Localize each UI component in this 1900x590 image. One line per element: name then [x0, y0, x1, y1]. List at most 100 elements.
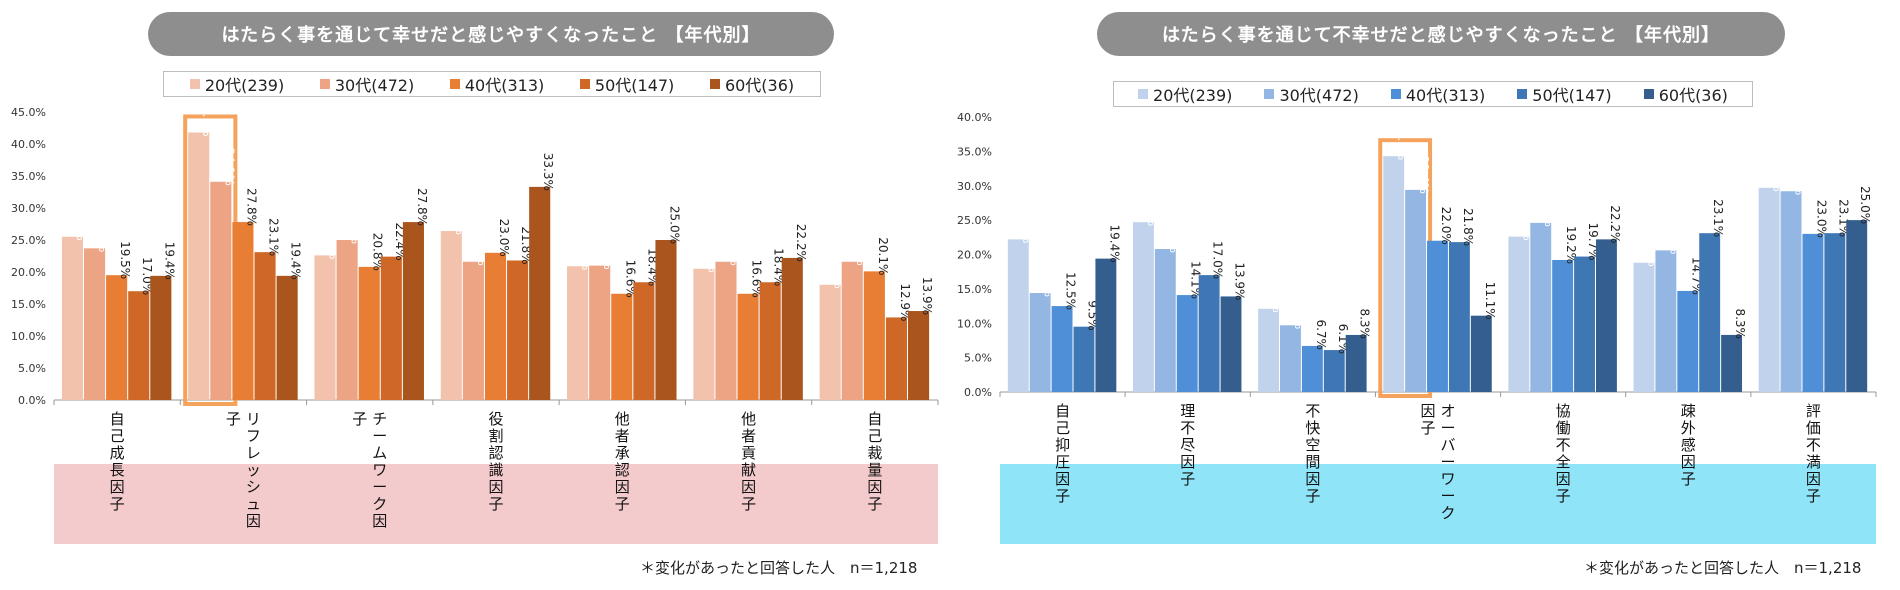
- bar: [1280, 325, 1301, 392]
- bar: [1721, 334, 1743, 392]
- bar: [1095, 258, 1117, 392]
- legend-label: 40代(313): [1405, 86, 1486, 105]
- data-label: 23.1%: [267, 218, 281, 256]
- bar: [1073, 326, 1095, 392]
- bar: [1345, 334, 1367, 392]
- data-label: 25.0%: [1858, 186, 1872, 224]
- bar: [819, 284, 841, 400]
- data-label: 22.2%: [1020, 205, 1034, 243]
- legend-item-60s: 60代(36): [1643, 82, 1728, 106]
- legend-swatch: [1390, 89, 1401, 99]
- bar: [83, 248, 106, 400]
- data-label: 20.9%: [579, 232, 593, 270]
- data-label: 21.8%: [1461, 208, 1475, 246]
- legend-swatch: [189, 79, 200, 89]
- data-label: 19.2%: [1564, 226, 1578, 264]
- category-label: 不快空間因子: [1305, 402, 1320, 505]
- bar: [1552, 260, 1574, 392]
- legend-swatch: [1264, 89, 1275, 99]
- data-label: 13.9%: [1233, 262, 1247, 300]
- category-label: 自己抑圧因子: [1055, 402, 1070, 505]
- data-label: 12.5%: [1064, 272, 1078, 310]
- bar: [1633, 262, 1655, 392]
- bar: [737, 293, 759, 400]
- y-tick-label: 15.0%: [11, 298, 46, 311]
- legend-label: 40代(313): [464, 76, 545, 95]
- bar: [1405, 189, 1427, 392]
- data-label: 34.3%: [1395, 122, 1409, 160]
- data-label: 9.7%: [1292, 299, 1306, 330]
- y-tick-label: 40.0%: [11, 138, 46, 151]
- chart-legend: 20代(239) 30代(472) 40代(313) 50代(147) 60代(…: [1113, 81, 1753, 107]
- data-label: 29.2%: [1793, 157, 1807, 195]
- bar: [655, 240, 677, 400]
- data-label: 22.2%: [794, 224, 808, 262]
- data-label: 12.1%: [1270, 275, 1284, 313]
- bar: [841, 261, 863, 400]
- bar: [276, 275, 298, 400]
- bar: [1758, 187, 1780, 392]
- category-label: 協働不全因子: [1556, 402, 1571, 505]
- bar: [254, 252, 276, 400]
- legend-swatch: [319, 79, 330, 89]
- y-tick-label: 10.0%: [11, 330, 46, 343]
- category-label: 評価不満因子: [1806, 402, 1821, 505]
- legend-item-20s: 20代(239): [1138, 82, 1232, 106]
- bar: [1780, 191, 1802, 392]
- data-label: 21.6%: [727, 228, 741, 266]
- category-label: リフレッシュ因子: [226, 410, 261, 530]
- bar: [1154, 249, 1176, 392]
- data-label: 26.4%: [453, 197, 467, 235]
- data-label: 6.7%: [1314, 319, 1328, 350]
- data-label: 25.0%: [667, 206, 681, 244]
- bar: [781, 257, 803, 400]
- legend-item-50s: 50代(147): [1517, 82, 1612, 106]
- data-label: 19.4%: [1107, 225, 1121, 263]
- bar: [106, 275, 128, 400]
- legend-swatch: [1138, 89, 1149, 99]
- y-tick-label: 5.0%: [18, 362, 46, 375]
- bar: [61, 236, 83, 400]
- data-label: 23.0%: [497, 219, 511, 257]
- bar: [863, 271, 885, 400]
- bar: [529, 186, 551, 400]
- bar: [402, 222, 424, 400]
- data-label: 19.4%: [289, 242, 303, 280]
- data-label: 8.3%: [1358, 308, 1372, 339]
- category-label: 自己裁量因子: [867, 410, 882, 513]
- legend-label: 60代(36): [724, 76, 795, 95]
- data-label: 33.3%: [541, 153, 555, 191]
- data-label: 29.7%: [1771, 154, 1785, 192]
- legend-item-20s: 20代(239): [189, 72, 284, 96]
- data-label: 41.8%: [200, 98, 214, 136]
- bar: [1301, 345, 1323, 392]
- y-tick-label: 45.0%: [11, 106, 46, 119]
- bar: [1846, 220, 1868, 392]
- data-label: 19.5%: [118, 241, 132, 279]
- chart-title: はたらく事を通じて不幸せだと感じやすくなったこと 【年代別】: [1097, 12, 1785, 56]
- y-tick-label: 35.0%: [957, 145, 992, 158]
- happy-chart-panel: はたらく事を通じて幸せだと感じやすくなったこと 【年代別】 20代(239) 3…: [11, 12, 939, 577]
- data-label: 25.0%: [349, 206, 363, 244]
- category-label: 疎外感因子: [1681, 402, 1696, 488]
- category-label: チームワーク因子: [352, 410, 387, 530]
- data-label: 22.2%: [1608, 205, 1622, 243]
- data-label: 27.8%: [244, 188, 258, 226]
- bar: [589, 265, 611, 400]
- y-tick-label: 15.0%: [957, 283, 992, 296]
- y-tick-label: 0.0%: [964, 386, 992, 399]
- bar: [1595, 239, 1617, 392]
- chart-title: はたらく事を通じて幸せだと感じやすくなったこと 【年代別】: [148, 12, 834, 56]
- bar-chart: 0.0% 5.0% 10.0% 15.0% 20.0% 25.0% 30.0% 35.0% 40…: [957, 111, 1877, 522]
- bar: [462, 261, 484, 400]
- y-tick-label: 0.0%: [18, 394, 46, 407]
- bar: [507, 260, 529, 400]
- data-label: 17.0%: [1211, 241, 1225, 279]
- data-label: 21.6%: [854, 228, 868, 266]
- bar: [1323, 350, 1345, 392]
- legend-label: 50代(147): [1532, 86, 1612, 105]
- data-label: 24.6%: [1542, 189, 1556, 227]
- data-label: 14.4%: [1042, 259, 1056, 297]
- category-label: 理不尽因子: [1180, 402, 1195, 488]
- y-tick-label: 20.0%: [957, 249, 992, 262]
